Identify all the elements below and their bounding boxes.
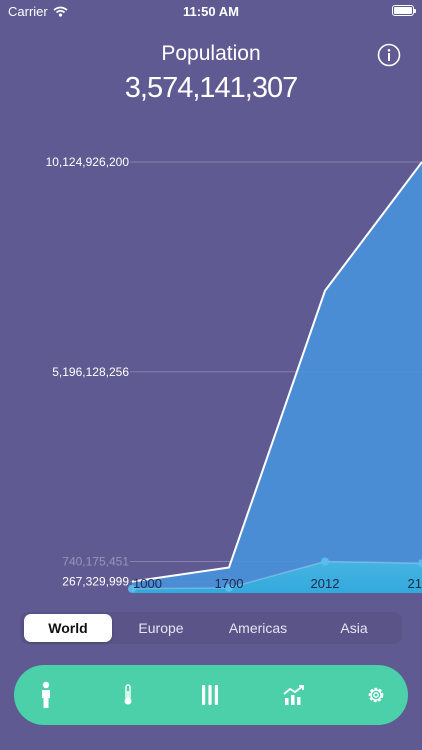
status-time: 11:50 AM — [183, 4, 239, 19]
x-tick-label: 1000 — [133, 576, 162, 591]
carrier-label: Carrier — [8, 4, 48, 19]
bottom-tab-bar — [14, 665, 408, 725]
x-tick-label: 2012 — [311, 576, 340, 591]
x-tick-label: 2100 — [408, 576, 422, 591]
population-value: 3,574,141,307 — [124, 72, 298, 104]
tab-population[interactable] — [28, 677, 64, 713]
tab-columns[interactable] — [192, 677, 228, 713]
data-point — [225, 583, 233, 592]
area-series-main — [132, 162, 422, 593]
segment-americas[interactable]: Americas — [228, 620, 288, 636]
data-point — [418, 559, 422, 568]
growth-chart-icon — [283, 685, 304, 705]
tab-growth[interactable] — [276, 677, 312, 713]
y-tick-label: 5,196,128,256 — [52, 365, 129, 379]
area-series-secondary-outline — [131, 560, 422, 590]
y-tick-label: 267,329,999 — [62, 575, 129, 589]
tab-settings[interactable] — [358, 677, 394, 713]
gear-icon — [368, 687, 384, 703]
population-chart[interactable]: 10,124,926,200 5,196,128,256 740,175,451 26… — [0, 0, 422, 600]
region-selector: World Europe Americas Asia — [20, 612, 402, 644]
page-title: Population — [161, 42, 261, 65]
thermometer-icon — [124, 684, 132, 705]
data-point — [321, 557, 329, 566]
info-icon[interactable] — [377, 43, 401, 67]
y-tick-label: 740,175,451 — [62, 554, 129, 568]
person-icon — [42, 681, 50, 708]
y-tick-label: 10,124,926,200 — [46, 155, 130, 169]
carrier-group: Carrier — [8, 4, 68, 19]
area-series-secondary — [132, 561, 422, 593]
data-point — [128, 584, 136, 593]
tab-temperature[interactable] — [110, 677, 146, 713]
status-bar: Carrier 11:50 AM — [0, 0, 422, 24]
wifi-icon — [53, 6, 68, 17]
segment-europe[interactable]: Europe — [138, 620, 184, 636]
x-tick-label: 1700 — [215, 576, 244, 591]
area-series-main-outline — [131, 161, 422, 583]
segment-world[interactable]: World — [24, 614, 112, 642]
columns-icon — [202, 685, 218, 705]
battery-icon — [392, 5, 416, 16]
segment-asia[interactable]: Asia — [340, 620, 368, 636]
